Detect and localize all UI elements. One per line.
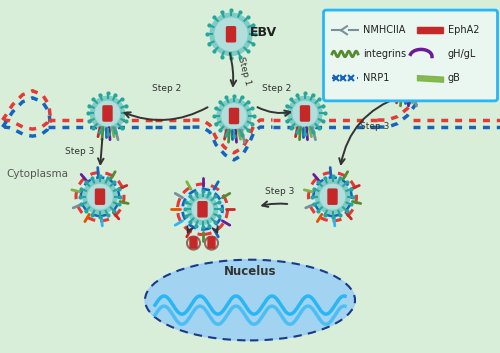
Circle shape [320,184,344,209]
Text: EBV: EBV [250,26,277,39]
Circle shape [288,96,322,131]
Circle shape [192,199,212,219]
Text: Nucelus: Nucelus [224,265,276,278]
FancyBboxPatch shape [226,27,235,42]
FancyBboxPatch shape [190,237,197,248]
Circle shape [222,104,246,128]
Circle shape [215,18,247,50]
Text: NRP1: NRP1 [363,73,390,83]
Circle shape [79,175,121,218]
Circle shape [88,184,112,209]
Circle shape [217,99,251,133]
Circle shape [96,101,120,126]
Text: Step 3: Step 3 [265,187,294,196]
Circle shape [395,70,417,92]
Text: NMHCIIA: NMHCIIA [363,25,406,35]
Circle shape [90,96,124,131]
Text: Step 3: Step 3 [360,121,390,131]
Circle shape [390,65,422,97]
Text: Cytoplasma: Cytoplasma [6,169,68,179]
FancyBboxPatch shape [402,73,410,88]
Circle shape [293,101,317,126]
FancyBboxPatch shape [198,202,207,217]
FancyBboxPatch shape [324,10,498,101]
Text: integrins: integrins [363,49,406,59]
FancyBboxPatch shape [230,108,238,124]
Circle shape [83,179,117,214]
Text: EphA2: EphA2 [448,25,480,35]
FancyBboxPatch shape [96,189,104,204]
Text: Step 1: Step 1 [236,55,252,86]
Text: Step 2: Step 2 [262,84,292,93]
FancyBboxPatch shape [300,106,310,121]
FancyBboxPatch shape [103,106,112,121]
Circle shape [312,175,354,218]
Circle shape [180,187,224,232]
Text: gB: gB [448,73,461,83]
Text: Step 2: Step 2 [152,84,182,93]
Text: gH/gL: gH/gL [448,49,476,59]
Circle shape [316,179,350,214]
Circle shape [210,13,252,55]
FancyBboxPatch shape [208,237,215,248]
Ellipse shape [145,260,355,340]
Circle shape [188,194,218,225]
FancyBboxPatch shape [328,189,337,204]
Text: Step 3: Step 3 [65,147,94,156]
